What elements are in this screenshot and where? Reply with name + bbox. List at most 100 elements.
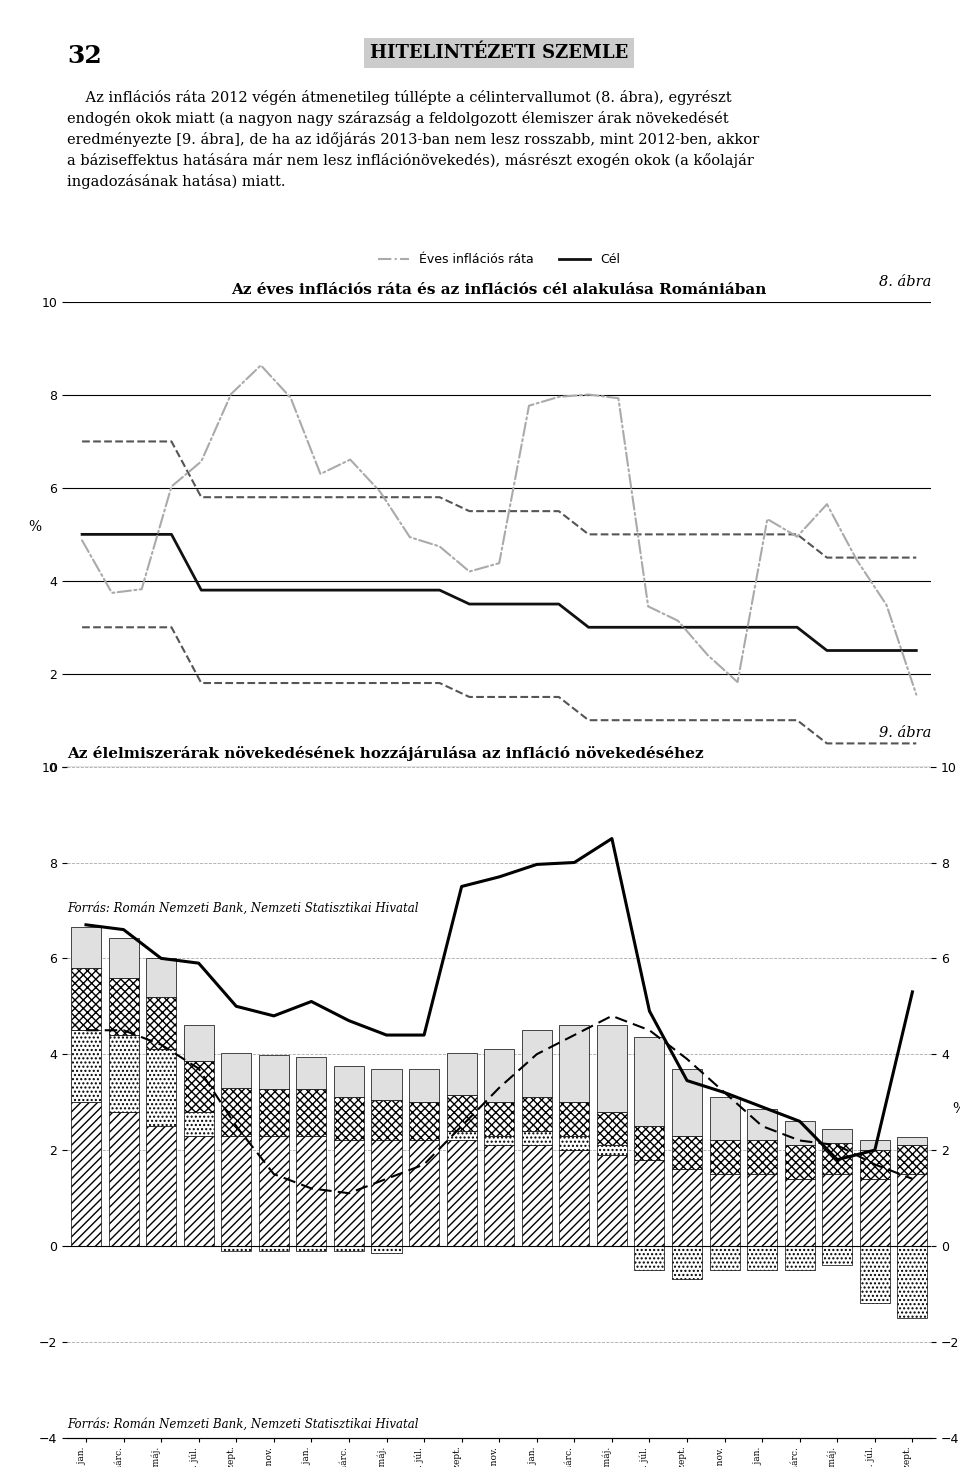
Bar [898, 1137, 927, 1146]
Bar [784, 1245, 815, 1270]
Bar [784, 1146, 815, 1179]
Bar [860, 1150, 890, 1179]
Bar [446, 1053, 477, 1094]
Text: Forrás: Román Nemzeti Bank, Nemzeti Statisztikai Hivatal: Forrás: Román Nemzeti Bank, Nemzeti Stat… [67, 1417, 419, 1430]
Y-axis label: %: % [28, 521, 41, 534]
Bar [484, 1135, 515, 1146]
Title: Az éves inflációs ráta és az inflációs cél alakulása Romániában: Az éves inflációs ráta és az inflációs c… [231, 283, 767, 296]
Bar [635, 1037, 664, 1127]
Bar [221, 1135, 252, 1245]
Bar [183, 1062, 214, 1112]
Bar [747, 1174, 778, 1245]
Bar [108, 1112, 138, 1245]
Bar [560, 1135, 589, 1150]
Bar [259, 1055, 289, 1089]
Bar [784, 1179, 815, 1245]
Bar [183, 1135, 214, 1245]
Bar [672, 1245, 702, 1279]
Bar [521, 1097, 552, 1131]
Bar [597, 1146, 627, 1155]
Bar [672, 1068, 702, 1135]
Bar [409, 1102, 439, 1140]
Y-axis label: % : % [953, 1102, 960, 1116]
Bar [409, 1068, 439, 1102]
Bar [71, 1030, 101, 1102]
Bar [709, 1174, 739, 1245]
Bar [409, 1140, 439, 1245]
Bar [521, 1131, 552, 1146]
Bar [297, 1089, 326, 1135]
Bar [334, 1097, 364, 1140]
Bar [108, 939, 138, 977]
Bar [372, 1245, 401, 1253]
Bar [71, 968, 101, 1030]
Text: Forrás: Román Nemzeti Bank, Nemzeti Statisztikai Hivatal: Forrás: Román Nemzeti Bank, Nemzeti Stat… [67, 902, 419, 915]
Bar [446, 1131, 477, 1140]
Bar [898, 1174, 927, 1245]
Bar [146, 958, 176, 996]
Bar [860, 1179, 890, 1245]
Bar [521, 1030, 552, 1097]
Bar [372, 1100, 401, 1140]
Bar [259, 1089, 289, 1135]
Bar [71, 927, 101, 968]
Bar [560, 1025, 589, 1102]
Bar [484, 1146, 515, 1245]
Bar [898, 1146, 927, 1174]
Bar [747, 1140, 778, 1174]
Bar [597, 1112, 627, 1146]
Bar [108, 1036, 138, 1112]
Bar [860, 1245, 890, 1304]
Bar [334, 1140, 364, 1245]
Text: 32: 32 [67, 44, 102, 67]
Bar [259, 1245, 289, 1251]
Bar [672, 1135, 702, 1169]
Bar [334, 1245, 364, 1251]
Bar [259, 1135, 289, 1245]
Text: HITELINTÉZETI SZEMLE: HITELINTÉZETI SZEMLE [370, 44, 629, 62]
Text: 9. ábra: 9. ábra [878, 726, 931, 739]
Bar [146, 1049, 176, 1127]
Bar [71, 1102, 101, 1245]
Bar [709, 1245, 739, 1270]
Bar [860, 1140, 890, 1150]
Bar [823, 1174, 852, 1245]
Bar [297, 1245, 326, 1251]
Bar [635, 1127, 664, 1160]
Text: 8. ábra: 8. ábra [878, 276, 931, 289]
Bar [747, 1109, 778, 1140]
Bar [823, 1128, 852, 1143]
Text: Az élelmiszerárak növekedésének hozzájárulása az infláció növekedéséhez: Az élelmiszerárak növekedésének hozzájár… [67, 747, 704, 761]
Bar [146, 996, 176, 1049]
Bar [146, 1127, 176, 1245]
Bar [297, 1056, 326, 1089]
Bar [672, 1169, 702, 1245]
Bar [334, 1065, 364, 1097]
Bar [221, 1245, 252, 1251]
Bar [108, 977, 138, 1036]
Bar [709, 1097, 739, 1140]
Bar [446, 1094, 477, 1131]
Bar [183, 1112, 214, 1135]
Bar [823, 1245, 852, 1265]
Bar [784, 1121, 815, 1146]
Bar [183, 1025, 214, 1062]
Bar [560, 1150, 589, 1245]
Bar [635, 1160, 664, 1245]
Legend: Éves inflációs ráta, Cél: Éves inflációs ráta, Cél [373, 248, 625, 271]
Text: Az inflációs ráta 2012 végén átmenetileg túllépte a célintervallumot (8. ábra), : Az inflációs ráta 2012 végén átmenetileg… [67, 91, 759, 189]
Bar [521, 1146, 552, 1245]
Bar [560, 1102, 589, 1135]
Bar [597, 1155, 627, 1245]
Bar [823, 1143, 852, 1174]
Bar [446, 1140, 477, 1245]
Bar [898, 1245, 927, 1317]
Bar [221, 1087, 252, 1135]
Bar [484, 1102, 515, 1135]
Bar [221, 1053, 252, 1087]
Bar [297, 1135, 326, 1245]
Bar [597, 1025, 627, 1112]
Bar [747, 1245, 778, 1270]
Bar [709, 1140, 739, 1174]
Bar [372, 1140, 401, 1245]
